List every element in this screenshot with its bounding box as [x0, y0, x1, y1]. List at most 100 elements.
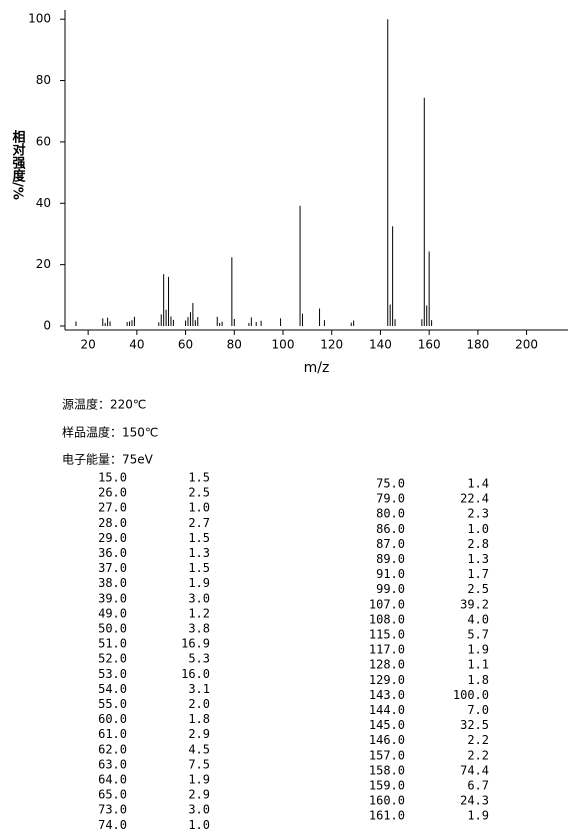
mz-cell: 107.0	[369, 597, 405, 611]
mz-cell: 117.0	[369, 643, 405, 657]
intensity-cell: 4.5	[188, 742, 210, 756]
x-tick-label: 140	[369, 338, 392, 352]
y-axis-label: 相对强度/%	[10, 130, 26, 200]
y-tick-label: 40	[36, 196, 51, 210]
intensity-cell: 1.9	[188, 773, 210, 787]
intensity-cell: 100.0	[453, 688, 489, 702]
mz-cell: 65.0	[98, 788, 127, 802]
mz-cell: 55.0	[98, 697, 127, 711]
intensity-cell: 2.0	[188, 697, 210, 711]
mz-cell: 160.0	[369, 794, 405, 808]
mz-cell: 36.0	[98, 546, 127, 560]
intensity-cell: 1.2	[188, 606, 210, 620]
intensity-cell: 2.2	[467, 748, 489, 762]
mz-cell: 129.0	[369, 673, 405, 687]
mz-cell: 29.0	[98, 531, 127, 545]
mz-cell: 75.0	[376, 477, 405, 491]
intensity-cell: 1.4	[467, 477, 489, 491]
intensity-cell: 3.1	[188, 682, 210, 696]
intensity-cell: 2.8	[467, 537, 489, 551]
intensity-cell: 1.9	[467, 809, 489, 823]
intensity-cell: 24.3	[460, 794, 489, 808]
intensity-cell: 1.0	[467, 522, 489, 536]
mz-cell: 158.0	[369, 763, 405, 777]
y-tick-label: 20	[36, 257, 51, 271]
mz-cell: 146.0	[369, 733, 405, 747]
x-axis-label: m/z	[304, 360, 330, 376]
mz-cell: 61.0	[98, 727, 127, 741]
x-tick-label: 200	[515, 338, 538, 352]
mz-cell: 99.0	[376, 582, 405, 596]
mz-cell: 91.0	[376, 567, 405, 581]
intensity-cell: 16.9	[181, 637, 210, 651]
x-tick-label: 180	[466, 338, 489, 352]
intensity-cell: 1.5	[188, 471, 210, 485]
intensity-cell: 1.7	[467, 567, 489, 581]
condition: 电子能量：75eV	[62, 453, 154, 467]
mz-cell: 62.0	[98, 742, 127, 756]
mz-cell: 63.0	[98, 757, 127, 771]
intensity-cell: 39.2	[460, 597, 489, 611]
intensity-cell: 1.3	[467, 552, 489, 566]
intensity-cell: 1.9	[188, 576, 210, 590]
mz-cell: 115.0	[369, 628, 405, 642]
x-tick-label: 40	[129, 338, 144, 352]
mz-cell: 39.0	[98, 591, 127, 605]
intensity-cell: 32.5	[460, 718, 489, 732]
intensity-cell: 1.8	[188, 712, 210, 726]
intensity-cell: 2.2	[467, 733, 489, 747]
intensity-cell: 7.0	[467, 703, 489, 717]
intensity-cell: 1.5	[188, 561, 210, 575]
y-tick-label: 80	[36, 73, 51, 87]
y-tick-label: 0	[43, 319, 51, 333]
mz-cell: 64.0	[98, 773, 127, 787]
intensity-cell: 2.5	[467, 582, 489, 596]
mz-cell: 143.0	[369, 688, 405, 702]
intensity-cell: 4.0	[467, 612, 489, 626]
intensity-cell: 1.5	[188, 531, 210, 545]
mz-cell: 49.0	[98, 606, 127, 620]
mz-cell: 89.0	[376, 552, 405, 566]
x-tick-label: 80	[227, 338, 242, 352]
intensity-cell: 2.7	[188, 516, 210, 530]
intensity-cell: 5.3	[188, 652, 210, 666]
mz-cell: 38.0	[98, 576, 127, 590]
intensity-cell: 6.7	[467, 779, 489, 793]
mz-cell: 52.0	[98, 652, 127, 666]
mz-cell: 159.0	[369, 779, 405, 793]
mz-cell: 28.0	[98, 516, 127, 530]
mz-cell: 74.0	[98, 818, 127, 832]
mz-cell: 108.0	[369, 612, 405, 626]
x-tick-label: 100	[272, 338, 295, 352]
mz-cell: 79.0	[376, 492, 405, 506]
y-tick-label: 100	[28, 12, 51, 26]
mz-cell: 87.0	[376, 537, 405, 551]
intensity-cell: 1.9	[467, 643, 489, 657]
mz-cell: 128.0	[369, 658, 405, 672]
mz-cell: 50.0	[98, 622, 127, 636]
mz-cell: 51.0	[98, 637, 127, 651]
intensity-cell: 1.8	[467, 673, 489, 687]
mz-cell: 54.0	[98, 682, 127, 696]
intensity-cell: 1.1	[467, 658, 489, 672]
x-tick-label: 20	[80, 338, 95, 352]
mz-cell: 144.0	[369, 703, 405, 717]
intensity-cell: 1.3	[188, 546, 210, 560]
intensity-cell: 2.5	[188, 486, 210, 500]
mz-cell: 161.0	[369, 809, 405, 823]
x-tick-label: 160	[418, 338, 441, 352]
intensity-cell: 22.4	[460, 492, 489, 506]
intensity-cell: 3.8	[188, 622, 210, 636]
mz-cell: 86.0	[376, 522, 405, 536]
intensity-cell: 16.0	[181, 667, 210, 681]
x-tick-label: 120	[320, 338, 343, 352]
mz-cell: 26.0	[98, 486, 127, 500]
condition: 源温度：220℃	[62, 397, 146, 412]
mz-cell: 80.0	[376, 507, 405, 521]
mz-cell: 157.0	[369, 748, 405, 762]
mz-cell: 73.0	[98, 803, 127, 817]
mz-cell: 27.0	[98, 501, 127, 515]
mz-cell: 15.0	[98, 471, 127, 485]
